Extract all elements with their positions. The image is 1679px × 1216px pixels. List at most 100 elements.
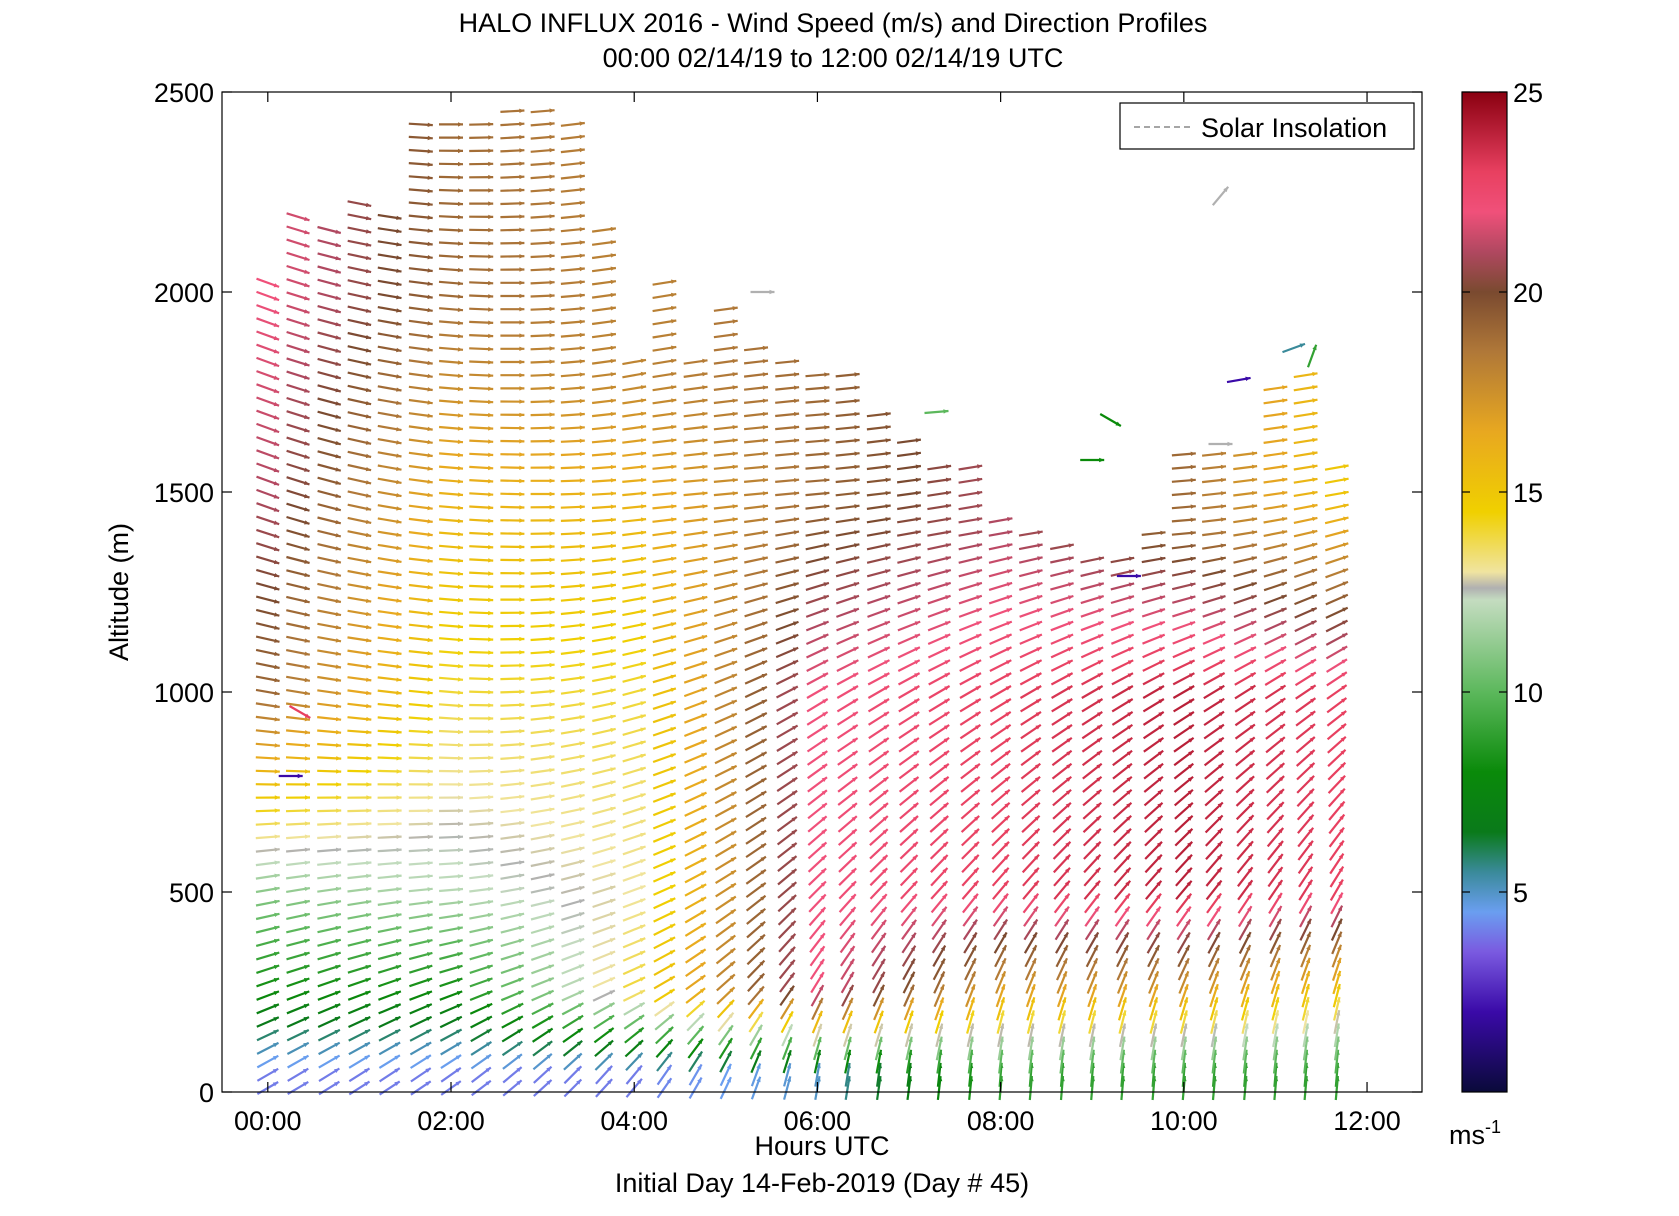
wind-vector — [1233, 530, 1258, 537]
wind-vector — [286, 410, 310, 420]
wind-vector — [1172, 595, 1196, 604]
wind-vector — [1050, 569, 1074, 578]
wind-vector — [653, 988, 676, 1003]
wind-vector — [684, 778, 708, 791]
wind-vector — [927, 633, 951, 646]
wind-vector — [929, 802, 950, 820]
wind-vector — [501, 1040, 523, 1057]
wind-vector — [469, 214, 494, 220]
wind-vector — [377, 834, 402, 839]
wind-vector — [286, 582, 310, 591]
wind-vector — [530, 610, 555, 615]
wind-vector — [870, 919, 887, 940]
wind-vector — [591, 609, 617, 616]
wind-vector — [652, 358, 677, 365]
wind-vector — [962, 906, 979, 927]
wind-vector — [439, 478, 464, 484]
wind-vector — [743, 491, 769, 497]
wind-vector — [1233, 517, 1258, 524]
wind-vector — [286, 304, 310, 314]
wind-vector — [1205, 879, 1223, 901]
wind-vector — [1263, 398, 1288, 405]
wind-vector — [713, 530, 738, 537]
wind-vector — [809, 958, 825, 980]
wind-vector — [814, 1062, 821, 1087]
wind-vector — [746, 933, 766, 952]
x-tick-label: 12:00 — [1333, 1106, 1401, 1136]
wind-vector — [1142, 672, 1165, 686]
wind-vector — [897, 581, 921, 591]
wind-vector — [1113, 854, 1132, 874]
wind-vector — [347, 609, 372, 617]
wind-vector — [317, 886, 342, 893]
wind-vector — [958, 543, 983, 551]
wind-vector — [1326, 684, 1348, 700]
wind-vector — [841, 984, 855, 1007]
wind-vector — [317, 252, 342, 261]
x-tick-label: 10:00 — [1150, 1106, 1218, 1136]
wind-vector — [530, 240, 555, 245]
colorbar-tick-label: 5 — [1513, 878, 1528, 908]
wind-vector — [591, 464, 617, 470]
wind-vector — [469, 386, 494, 391]
wind-vector — [993, 931, 1008, 954]
wind-vector — [591, 451, 616, 457]
wind-vector — [1019, 646, 1043, 659]
wind-vector — [990, 737, 1012, 753]
wind-vector — [838, 854, 858, 873]
wind-vector — [683, 543, 708, 550]
wind-vector — [652, 438, 677, 444]
wind-vector — [500, 478, 525, 484]
wind-vector — [989, 685, 1012, 699]
wind-vector — [560, 780, 585, 788]
wind-vector — [317, 556, 342, 564]
wind-vector — [775, 504, 800, 510]
wind-vector — [1324, 529, 1349, 538]
wind-vector — [622, 766, 647, 776]
wind-vector — [992, 905, 1009, 927]
wind-vector — [256, 277, 280, 288]
wind-vector — [377, 292, 402, 300]
wind-vector — [873, 997, 885, 1021]
wind-vector — [1177, 957, 1190, 981]
wind-vector — [897, 517, 922, 524]
wind-vector — [1293, 398, 1318, 405]
wind-vector — [1082, 801, 1102, 820]
wind-vector — [286, 951, 310, 961]
wind-vector — [530, 319, 555, 325]
wind-vector — [317, 609, 342, 617]
wind-vector — [469, 847, 494, 853]
wind-vector — [469, 716, 494, 721]
wind-vector — [500, 214, 525, 219]
wind-vector — [1112, 814, 1132, 834]
wind-vector — [958, 517, 983, 524]
wind-vector — [439, 412, 464, 418]
wind-vector — [1178, 983, 1189, 1008]
wind-vector — [684, 739, 708, 751]
wind-vector — [1263, 517, 1288, 524]
wind-vector — [958, 607, 983, 618]
wind-vector — [560, 807, 585, 815]
wind-vector — [1179, 1010, 1188, 1034]
wind-vector — [286, 990, 310, 1001]
wind-vector — [347, 834, 372, 839]
wind-vector — [683, 385, 708, 392]
wind-vector — [408, 517, 433, 524]
wind-vector — [408, 267, 433, 273]
wind-vector — [1173, 762, 1194, 780]
y-axis-label: Altitude (m) — [104, 523, 134, 661]
wind-vector — [655, 1038, 674, 1059]
wind-vector — [960, 802, 981, 820]
wind-vector — [255, 899, 280, 907]
wind-vector — [927, 569, 952, 578]
wind-vector — [347, 226, 372, 234]
wind-vector — [560, 121, 585, 127]
wind-vector — [439, 439, 464, 444]
wind-vector — [715, 934, 736, 951]
wind-vector — [377, 530, 402, 537]
wind-vector — [408, 175, 433, 180]
wind-vector — [1239, 957, 1251, 981]
wind-vector — [408, 201, 433, 207]
wind-vector — [1233, 491, 1258, 497]
wind-vector — [1149, 1010, 1158, 1034]
